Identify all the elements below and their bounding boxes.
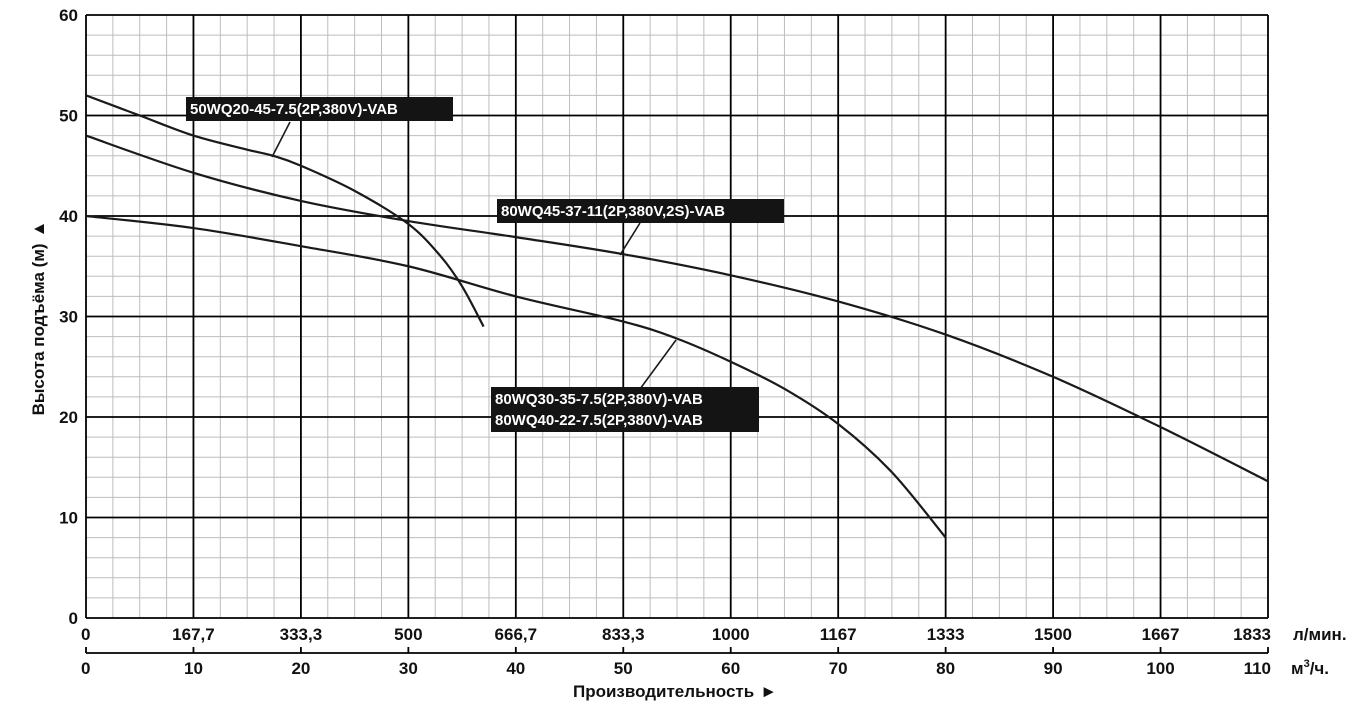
x-tick-label-m3h: 50 — [614, 659, 633, 678]
x-tick-label-m3h: 40 — [506, 659, 525, 678]
y-axis-arrow: ▲ — [29, 221, 48, 238]
x-tick-label-lmin: 1667 — [1142, 625, 1180, 644]
x-tick-label-lmin: 666,7 — [495, 625, 538, 644]
curve-series-1 — [85, 134, 1269, 483]
x-tick-labels-lmin: 0 167,7 333,3 500 666,7 833,3 1000 1167 1333 1500… — [81, 625, 1271, 644]
x-unit-m3h-sup: 3 — [1304, 658, 1310, 670]
x-tick-label-lmin: 1833 — [1233, 625, 1271, 644]
x-tick-label-m3h: 90 — [1044, 659, 1063, 678]
x-tick-label-m3h: 30 — [399, 659, 418, 678]
label-leader-0 — [271, 121, 291, 158]
y-axis-title: Высота подъёма (м) ▲ — [29, 221, 48, 416]
curve-label-bg-0 — [186, 97, 453, 121]
x-tick-label-lmin: 1000 — [712, 625, 750, 644]
label-leader-1 — [619, 222, 641, 256]
curve-labels: 50WQ20-45-7.5(2P,380V)-VAB 80WQ45-37-11(2… — [186, 97, 784, 432]
x-tick-label-m3h: 110 — [1244, 659, 1271, 678]
y-tick-label: 10 — [59, 509, 78, 528]
curve-label-text: 80WQ45-37-11(2P,380V,2S)-VAB — [501, 203, 725, 220]
x-tick-labels-m3h: 0 10 20 30 40 50 60 70 80 90 100 110 — [81, 659, 1271, 678]
curve-label-bg-1 — [497, 199, 784, 223]
x-unit-lmin: л/мин. — [1293, 625, 1347, 644]
x-unit-m3h: м3/ч. — [1291, 658, 1329, 678]
curve-label-text: 80WQ40-22-7.5(2P,380V)-VAB — [495, 412, 703, 429]
x-tick-label-m3h: 80 — [936, 659, 955, 678]
x-tick-label-lmin: 1500 — [1034, 625, 1072, 644]
x-tick-label-lmin: 500 — [394, 625, 422, 644]
label-leader-2 — [639, 339, 677, 390]
performance-curves — [85, 94, 1269, 539]
major-gridlines — [85, 14, 1269, 654]
x-tick-label-lmin: 1333 — [927, 625, 965, 644]
x-axis-title: Производительность ► — [573, 682, 777, 701]
x-tick-label-lmin: 167,7 — [172, 625, 215, 644]
x-tick-label-m3h: 60 — [721, 659, 740, 678]
x-tick-label-lmin: 1167 — [820, 625, 857, 644]
x-axis-arrow: ► — [760, 682, 777, 701]
x-tick-label-lmin: 333,3 — [280, 625, 323, 644]
label-leaders — [271, 121, 677, 390]
y-tick-label: 60 — [59, 6, 78, 25]
y-tick-label: 40 — [59, 207, 78, 226]
x-unit-m3h-prefix: м — [1291, 659, 1304, 678]
y-axis-title-text: Высота подъёма (м) — [29, 243, 48, 415]
x-unit-m3h-suffix: /ч. — [1310, 659, 1329, 678]
x-axis-title-text: Производительность — [573, 682, 754, 701]
y-tick-label: 20 — [59, 408, 78, 427]
y-tick-labels: 0 10 20 30 40 50 60 — [59, 6, 78, 628]
y-tick-label: 50 — [59, 107, 78, 126]
y-tick-label: 30 — [59, 308, 78, 327]
x-tick-label-lmin: 833,3 — [602, 625, 645, 644]
y-tick-label: 0 — [69, 609, 78, 628]
curve-label-text: 50WQ20-45-7.5(2P,380V)-VAB — [190, 101, 398, 118]
x-tick-label-lmin: 0 — [81, 625, 90, 644]
x-tick-label-m3h: 100 — [1146, 659, 1174, 678]
curve-label-bg-2 — [491, 387, 759, 432]
curve-series-0 — [85, 94, 485, 328]
x-tick-label-m3h: 10 — [184, 659, 203, 678]
x-tick-label-m3h: 0 — [81, 659, 90, 678]
curve-series-2 — [85, 214, 947, 539]
x-tick-label-m3h: 20 — [291, 659, 310, 678]
curve-label-text: 80WQ30-35-7.5(2P,380V)-VAB — [495, 391, 703, 408]
x-tick-label-m3h: 70 — [829, 659, 848, 678]
